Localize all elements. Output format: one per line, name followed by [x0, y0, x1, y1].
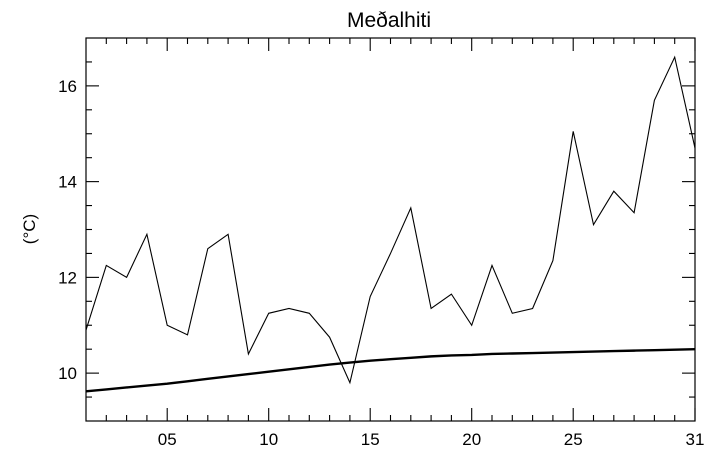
tick-labels-layer: 05 10 15 20 25 31 10 12 14 16 [58, 77, 704, 449]
x-tick-label: 05 [158, 430, 177, 449]
y-tick-label: 12 [58, 268, 77, 287]
y-tick-label: 10 [58, 364, 77, 383]
y-axis-label: (°C) [20, 214, 39, 244]
y-tick-label: 14 [58, 173, 77, 192]
x-tick-label: 20 [462, 430, 481, 449]
chart-title: Meðalhiti [347, 9, 431, 32]
series-line-2 [85, 347, 696, 393]
x-tick-label: 10 [259, 430, 278, 449]
x-tick-label: 25 [564, 430, 583, 449]
x-tick-label: 31 [686, 430, 705, 449]
series-line-1 [85, 55, 696, 385]
x-tick-label: 15 [361, 430, 380, 449]
y-tick-label: 16 [58, 77, 77, 96]
series-layer [85, 55, 696, 393]
plot-frame [85, 37, 696, 422]
